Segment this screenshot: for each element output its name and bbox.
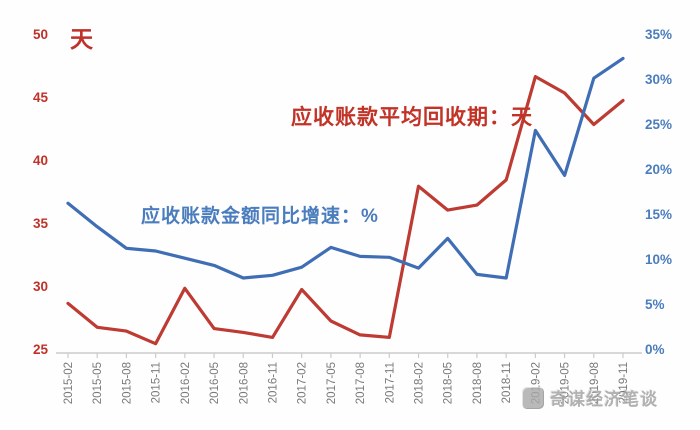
right-axis-tick-label: 10% [645, 252, 672, 267]
x-axis-tick-label: 2017-11 [384, 362, 396, 403]
x-axis-tick-label: 2015-02 [63, 362, 75, 404]
right-axis-tick-label: 5% [645, 297, 665, 312]
x-axis-tick-label: 2016-08 [238, 362, 250, 404]
x-axis-tick-label: 2019-11 [618, 362, 630, 403]
x-axis-tick-label: 2017-02 [297, 362, 309, 404]
series-label-receivable-days: 应收账款平均回收期：天 [291, 106, 533, 129]
x-axis-tick-label: 2018-08 [472, 362, 484, 404]
right-axis-tick-label: 25% [645, 117, 672, 132]
watermark-text: 奇谋经济笔谈 [550, 390, 658, 409]
watermark: 奇谋经济笔谈 [522, 385, 658, 410]
x-axis-tick-label: 2015-08 [121, 362, 133, 404]
x-axis-tick-label: 2017-08 [355, 362, 367, 404]
right-axis-tick-label: 15% [645, 207, 672, 222]
left-axis-tick-label: 25 [33, 342, 49, 357]
right-axis-tick-label: 20% [645, 162, 672, 177]
x-axis-tick-label: 2018-02 [414, 362, 426, 404]
right-axis-tick-label: 30% [645, 72, 672, 87]
series-label-receivable-growth: 应收账款金额同比增速：% [141, 206, 379, 227]
series-line-receivable-days [66, 74, 625, 346]
x-axis-tick-label: 2016-11 [267, 362, 279, 403]
x-axis-tick-label: 2018-11 [501, 362, 513, 403]
x-axis-tick-label: 2016-02 [180, 362, 192, 404]
left-axis-tick-label: 45 [33, 90, 49, 105]
x-axis-tick-label: 2019-05 [560, 362, 572, 404]
left-axis-tick-label: 40 [33, 153, 48, 168]
x-axis-tick-label: 2018-05 [443, 362, 455, 404]
left-axis-tick-label: 30 [33, 279, 48, 294]
right-axis-tick-label: 0% [645, 342, 665, 357]
right-axis-tick-label: 35% [645, 27, 672, 42]
left-axis-title: 天 [70, 26, 93, 52]
series-line-receivable-growth [66, 56, 625, 280]
x-axis-tick-label: 2017-05 [326, 362, 338, 404]
x-axis-tick-label: 2015-11 [151, 362, 163, 403]
left-axis-tick-label: 35 [33, 216, 49, 231]
watermark-logo-icon [522, 386, 544, 409]
x-axis-tick-label: 2015-05 [92, 362, 104, 404]
left-axis-tick-label: 50 [33, 27, 48, 42]
x-axis-tick-label: 2019-08 [589, 362, 601, 404]
x-axis-tick-label: 2016-05 [209, 362, 221, 404]
